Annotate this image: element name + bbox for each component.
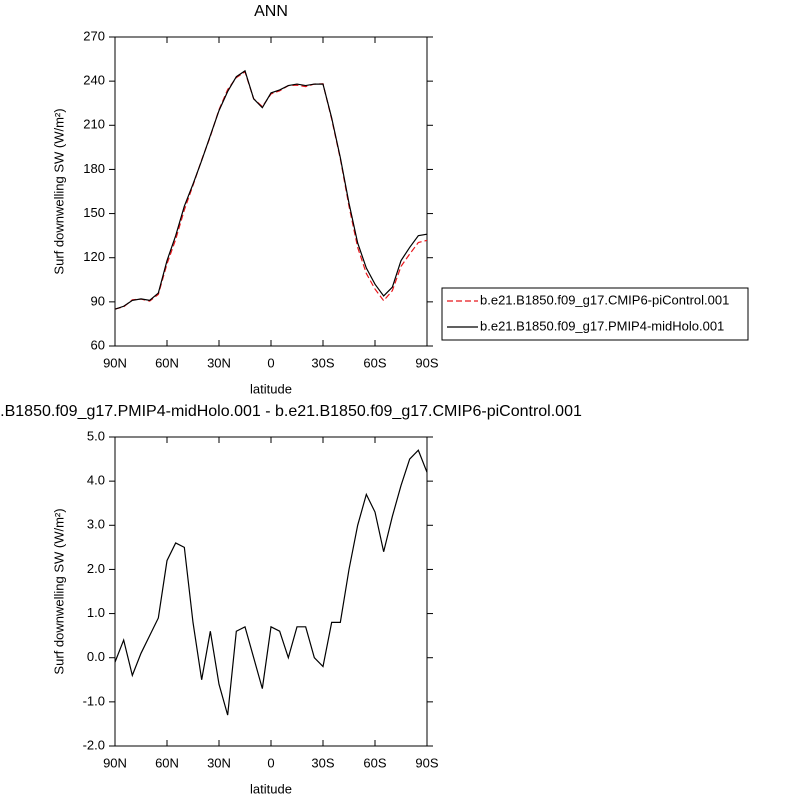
plot-frame [114, 36, 428, 347]
x-tick-label: 60N [155, 355, 179, 370]
x-tick-label: 60S [363, 355, 386, 370]
x-tick-label: 30S [311, 355, 334, 370]
x-tick-label: 90S [415, 355, 438, 370]
x-tick-label: 60S [363, 755, 386, 770]
x-tick-label: 0 [267, 355, 274, 370]
x-axis-label: latitude [250, 381, 292, 396]
legend-label: b.e21.B1850.f09_g17.PMIP4-midHolo.001 [480, 318, 724, 333]
y-tick-label: 150 [83, 205, 105, 220]
legend-label: b.e21.B1850.f09_g17.CMIP6-piControl.001 [480, 292, 729, 307]
y-tick-label: 4.0 [87, 473, 105, 488]
x-tick-label: 30N [207, 355, 231, 370]
y-tick-label: 240 [83, 73, 105, 88]
y-tick-label: 5.0 [87, 428, 105, 443]
y-tick-label: 1.0 [87, 605, 105, 620]
y-tick-label: 270 [83, 28, 105, 43]
x-tick-label: 30N [207, 755, 231, 770]
legend-box [441, 287, 749, 341]
x-tick-label: 90N [103, 755, 127, 770]
line-series [114, 69, 428, 310]
y-axis-label: Surf downwelling SW (W/m²) [51, 508, 66, 674]
y-tick-label: 0.0 [87, 649, 105, 664]
y-tick-label: 60 [91, 337, 105, 352]
y-axis-label: Surf downwelling SW (W/m²) [51, 108, 66, 274]
x-axis-label: latitude [250, 781, 292, 796]
chart-title: b.e21.B1850.f09_g17.PMIP4-midHolo.001 - … [0, 403, 582, 420]
x-tick-label: 0 [267, 755, 274, 770]
y-tick-label: 2.0 [87, 561, 105, 576]
y-tick-label: 3.0 [87, 517, 105, 532]
chart-title: ANN [254, 3, 288, 20]
line-series [114, 70, 428, 310]
y-tick-label: 90 [91, 293, 105, 308]
y-tick-label: -2.0 [83, 737, 105, 752]
x-tick-label: 60N [155, 755, 179, 770]
x-tick-label: 90N [103, 355, 127, 370]
y-tick-label: 210 [83, 117, 105, 132]
x-tick-label: 90S [415, 755, 438, 770]
y-tick-label: 180 [83, 161, 105, 176]
x-tick-label: 30S [311, 755, 334, 770]
y-tick-label: 120 [83, 249, 105, 264]
line-series [114, 449, 428, 716]
y-tick-label: -1.0 [83, 693, 105, 708]
